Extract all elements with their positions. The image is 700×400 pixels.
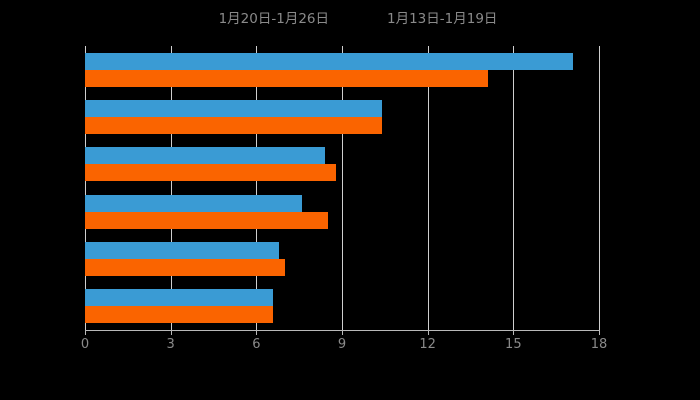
plot-area [85, 46, 600, 330]
x-axis-tick [513, 330, 515, 335]
gridline [342, 46, 343, 330]
x-axis-tick-label: 6 [252, 337, 261, 352]
bar[interactable] [85, 194, 303, 212]
gridline [427, 46, 429, 330]
x-axis-tick-label: 9 [337, 337, 347, 352]
legend-item-series-2[interactable]: 1月13日-1月19日 [371, 10, 497, 30]
x-axis-tick-label: 3 [166, 337, 175, 352]
gridline [256, 46, 258, 330]
bar[interactable] [85, 100, 382, 117]
bar[interactable] [85, 211, 328, 229]
bar[interactable] [85, 259, 285, 276]
x-axis-tick [170, 330, 172, 335]
bar[interactable] [85, 147, 325, 165]
x-axis-tick-label: 0 [80, 337, 90, 352]
legend-label-series-1: 1月20日-1月26日 [218, 11, 329, 28]
gridline [170, 46, 172, 330]
gridline [599, 46, 600, 330]
bar[interactable] [85, 164, 337, 182]
legend-marker-square-icon [371, 16, 380, 25]
bar[interactable] [85, 69, 488, 87]
x-axis-tick-label: 18 [590, 337, 608, 352]
gridline [85, 46, 86, 330]
x-axis-tick [342, 330, 343, 335]
x-axis-tick [85, 330, 86, 335]
chart-legend: 1月20日-1月26日 1月13日-1月19日 [0, 8, 700, 32]
x-axis-tick [256, 330, 258, 335]
bar[interactable] [85, 289, 274, 307]
legend-item-series-1[interactable]: 1月20日-1月26日 [203, 10, 329, 30]
bar[interactable] [85, 242, 280, 259]
legend-label-series-2: 1月13日-1月19日 [387, 11, 498, 28]
bar[interactable] [85, 52, 574, 70]
bar[interactable] [85, 117, 382, 134]
x-axis-tick [427, 330, 429, 335]
gridline [513, 46, 515, 330]
legend-marker-circle-icon [203, 16, 212, 25]
bar[interactable] [85, 306, 274, 324]
x-axis-tick-label: 12 [419, 337, 436, 352]
x-axis-tick-label: 15 [505, 337, 522, 352]
x-axis-tick [599, 330, 600, 335]
